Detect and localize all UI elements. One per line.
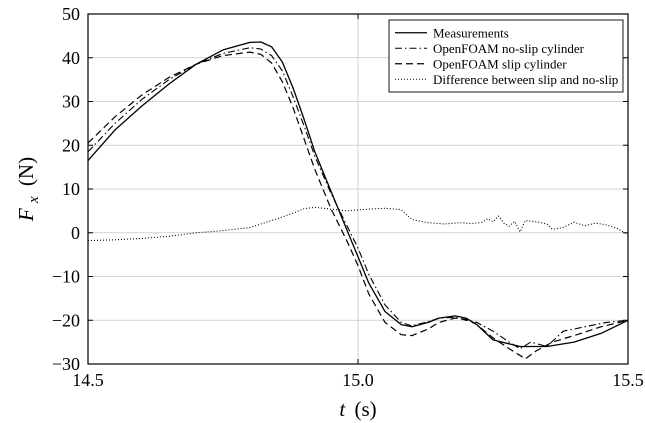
series-line-2 (87, 47, 629, 350)
legend-label: OpenFOAM no-slip cylinder (433, 41, 585, 56)
y-tick-label: 50 (62, 4, 80, 24)
legend-label: Difference between slip and no-slip (433, 72, 618, 87)
series-line-4 (87, 206, 629, 242)
legend-label: Measurements (433, 25, 509, 40)
x-tick-label: 15.0 (342, 370, 374, 390)
series-group (87, 41, 629, 360)
ticks (87, 13, 629, 365)
series-line-3 (87, 51, 629, 360)
x-axis-label-symbol: t (339, 397, 346, 421)
x-tick-label: 15.5 (612, 370, 644, 390)
tick-labels: 14.5 15.0 15.5 −30 −20 −10 0 10 20 30 40 50 (52, 4, 644, 390)
y-tick-label: 30 (62, 92, 80, 112)
x-tick-label: 14.5 (72, 370, 104, 390)
y-axis-label-subscript: x (26, 196, 42, 204)
y-tick-label: −10 (52, 267, 80, 287)
series-line-1 (87, 41, 629, 348)
y-tick-label: −20 (52, 310, 80, 330)
grid (88, 14, 628, 364)
legend-box (388, 19, 624, 93)
x-axis-label-unit: (s) (354, 397, 376, 421)
x-axis-label: t (s) (339, 397, 376, 421)
legend-label: OpenFOAM slip cylinder (433, 56, 567, 71)
y-tick-label: 0 (71, 223, 80, 243)
y-axis-label-unit: (N) (14, 157, 38, 186)
y-axis-label-symbol: F (14, 208, 38, 222)
y-tick-label: 40 (62, 48, 80, 68)
y-tick-label: 10 (62, 179, 80, 199)
y-tick-label: −30 (52, 354, 80, 374)
y-tick-label: 20 (62, 135, 80, 155)
y-axis-label: F x (N) (14, 157, 43, 222)
